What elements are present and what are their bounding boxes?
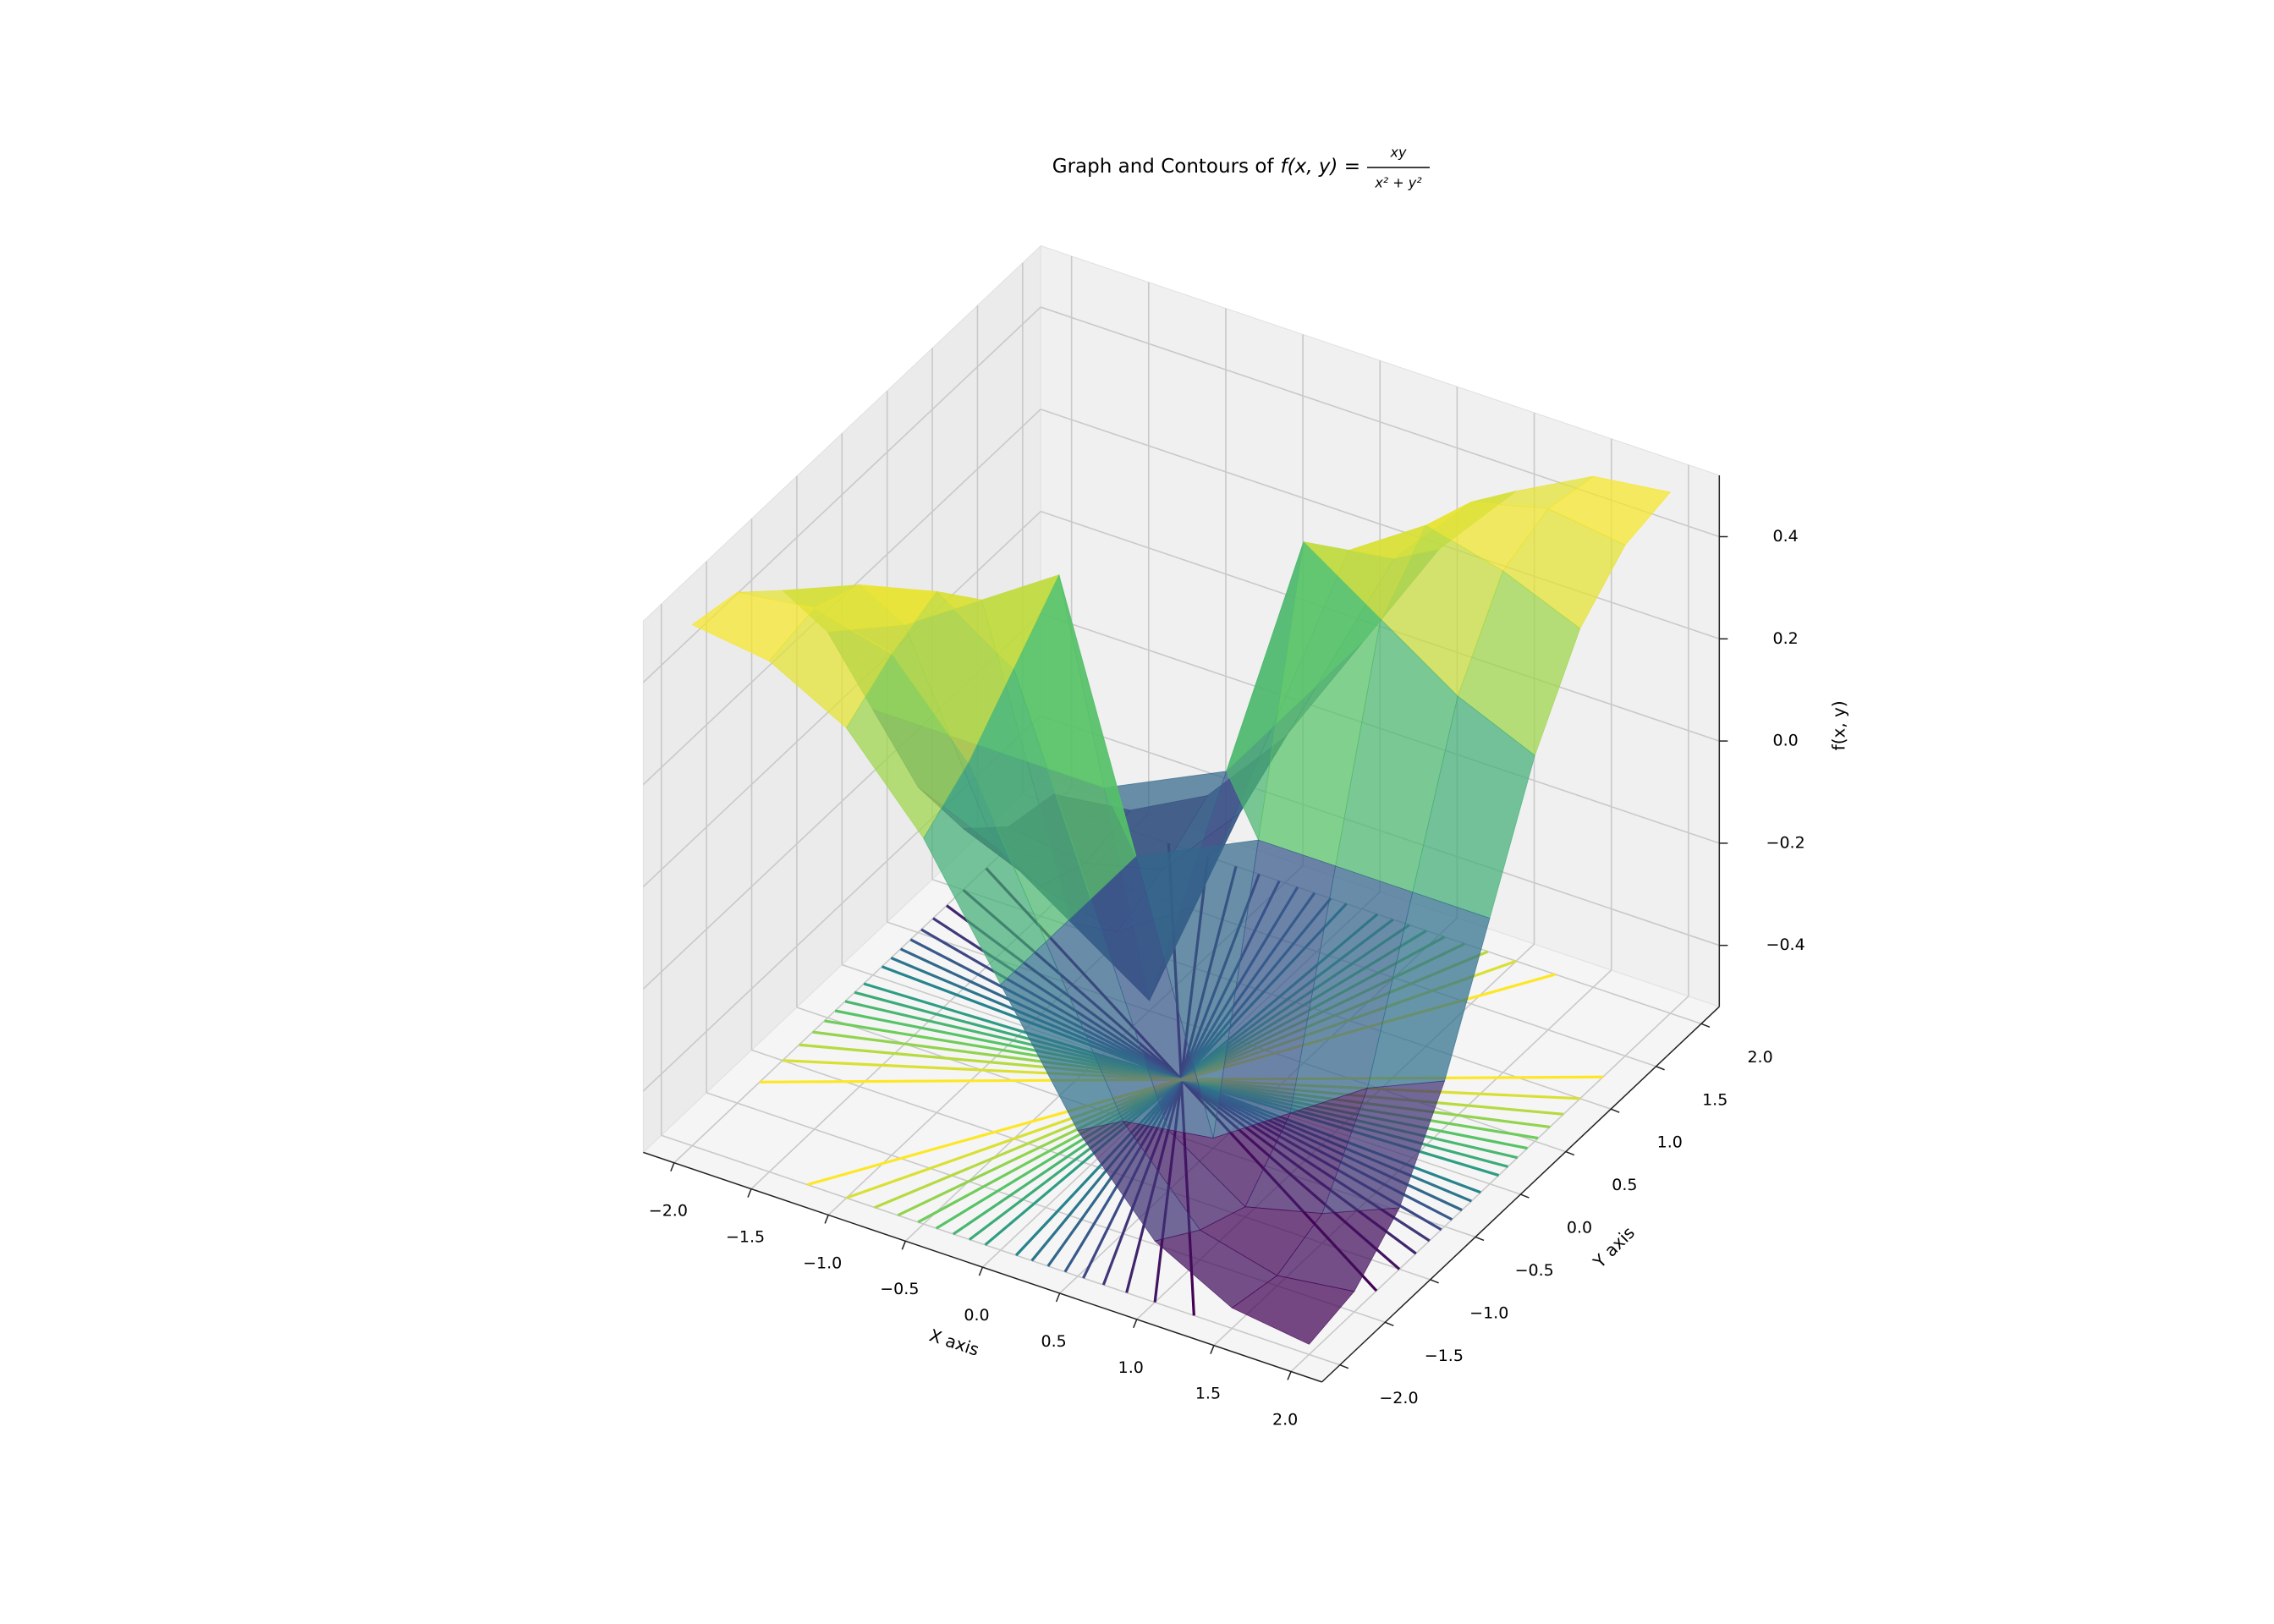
x-tick-label: −1.5 — [726, 1228, 765, 1247]
y-tick — [1610, 1108, 1620, 1113]
y-tick — [1565, 1150, 1575, 1156]
y-tick-label: 0.0 — [1567, 1219, 1592, 1237]
z-tick-label: 0.0 — [1773, 732, 1799, 750]
grid-line — [661, 1134, 1341, 1366]
y-tick-label: −0.5 — [1515, 1261, 1554, 1280]
x-tick — [1210, 1345, 1215, 1354]
y-tick — [1384, 1321, 1394, 1326]
x-tick — [824, 1215, 829, 1224]
y-tick — [1700, 1023, 1711, 1029]
y-tick-label: 1.5 — [1702, 1090, 1727, 1109]
y-tick — [1430, 1279, 1439, 1284]
grid-line — [1040, 409, 1720, 640]
x-tick-label: −2.0 — [649, 1202, 688, 1221]
y-tick — [1656, 1066, 1665, 1071]
title-formula-numerator: xy — [1390, 145, 1407, 161]
x-tick — [978, 1266, 984, 1276]
title-formula-lhs: f(x, y) = — [1281, 156, 1360, 178]
y-tick-label: −2.0 — [1379, 1389, 1418, 1407]
chart-title: Graph and Contours of f(x, y) = — [1052, 156, 1360, 178]
x-tick — [670, 1162, 675, 1172]
z-axis-title: f(x, y) — [1829, 700, 1849, 750]
x-tick — [1133, 1319, 1138, 1329]
x-tick-label: 0.0 — [964, 1306, 989, 1325]
y-tick-label: −1.0 — [1469, 1303, 1508, 1322]
y-tick-label: 2.0 — [1747, 1048, 1772, 1067]
z-tick-label: 0.2 — [1773, 629, 1799, 648]
y-tick-label: −1.5 — [1425, 1347, 1464, 1365]
x-tick-label: 1.5 — [1195, 1385, 1221, 1403]
x-tick-label: 1.0 — [1118, 1358, 1144, 1377]
x-tick-label: 0.5 — [1041, 1332, 1067, 1351]
y-tick-label: 0.5 — [1612, 1176, 1637, 1194]
y-axis-title: Y axis — [1589, 1222, 1639, 1272]
y-tick — [1475, 1236, 1485, 1242]
x-tick — [901, 1241, 906, 1250]
title-formula-denominator: x² + y² — [1374, 175, 1422, 191]
z-tick-label: −0.2 — [1766, 833, 1805, 852]
axis-line — [1321, 1006, 1720, 1383]
x-tick-label: −0.5 — [880, 1280, 919, 1298]
y-tick — [1339, 1363, 1349, 1369]
x-tick — [1287, 1371, 1292, 1380]
z-tick-label: −0.4 — [1766, 935, 1805, 954]
surface-cell — [1231, 1275, 1355, 1345]
x-axis-title: X axis — [927, 1325, 982, 1359]
y-tick-label: 1.0 — [1657, 1133, 1683, 1152]
z-tick-label: 0.4 — [1773, 527, 1799, 546]
x-tick-label: −1.0 — [803, 1254, 842, 1272]
x-tick — [1055, 1292, 1061, 1303]
x-tick — [747, 1188, 752, 1198]
y-tick — [1520, 1193, 1530, 1199]
title-text: Graph and Contours of — [1052, 156, 1275, 178]
x-tick-label: 2.0 — [1272, 1410, 1298, 1429]
